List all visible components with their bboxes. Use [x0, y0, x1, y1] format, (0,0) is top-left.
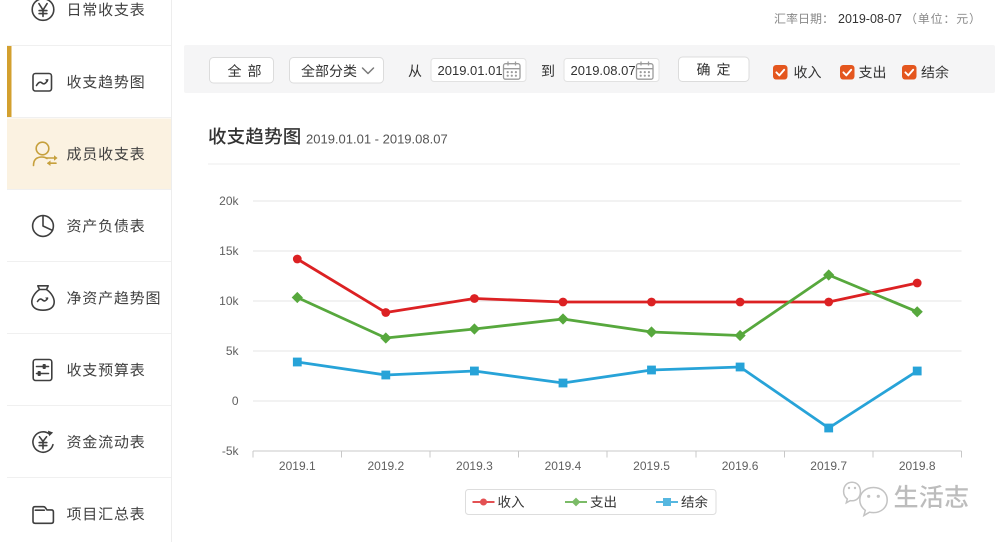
svg-text:2019-08-07: 2019-08-07 — [838, 12, 902, 26]
svg-text:-5k: -5k — [222, 444, 240, 458]
svg-text:2019.8: 2019.8 — [899, 459, 936, 473]
svg-text:2019.3: 2019.3 — [456, 459, 493, 473]
svg-text:20k: 20k — [219, 194, 239, 208]
svg-text:2019.7: 2019.7 — [810, 459, 847, 473]
svg-text:2019.5: 2019.5 — [633, 459, 670, 473]
svg-text:0: 0 — [232, 394, 239, 408]
svg-text:10k: 10k — [219, 294, 239, 308]
svg-text:2019.08.07: 2019.08.07 — [571, 63, 636, 78]
svg-text:2019.1: 2019.1 — [279, 459, 316, 473]
svg-text:2019.6: 2019.6 — [722, 459, 759, 473]
svg-text:15k: 15k — [219, 244, 239, 258]
svg-text:5k: 5k — [226, 344, 240, 358]
svg-text:2019.01.01: 2019.01.01 — [438, 63, 503, 78]
svg-text:2019.2: 2019.2 — [367, 459, 404, 473]
svg-text:2019.01.01 - 2019.08.07: 2019.01.01 - 2019.08.07 — [306, 132, 448, 147]
svg-text:2019.4: 2019.4 — [545, 459, 582, 473]
